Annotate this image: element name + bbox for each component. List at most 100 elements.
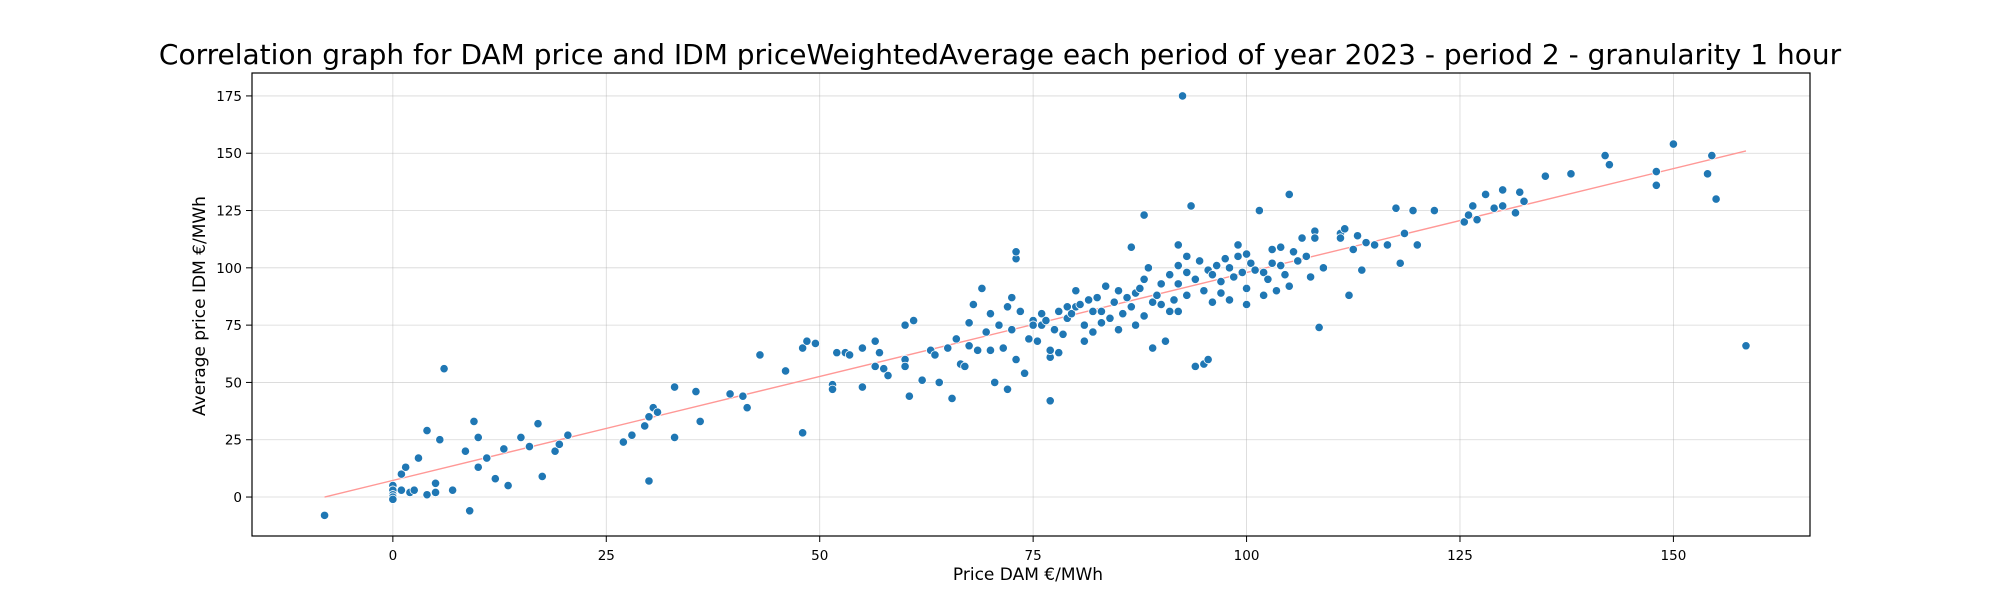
data-point — [900, 361, 910, 371]
data-point — [1668, 139, 1679, 149]
data-point — [879, 364, 889, 374]
data-point — [669, 432, 680, 443]
data-point — [1054, 306, 1064, 316]
data-point — [874, 348, 885, 358]
data-point — [1152, 290, 1162, 300]
data-point — [1233, 240, 1243, 250]
data-point — [1259, 267, 1269, 278]
data-point — [1408, 205, 1418, 216]
data-point — [1711, 194, 1721, 204]
data-point — [669, 382, 680, 392]
data-point — [1267, 244, 1277, 255]
data-point — [1472, 215, 1482, 225]
data-point — [1186, 201, 1196, 211]
data-point — [473, 432, 483, 443]
data-point — [1216, 288, 1226, 298]
data-point — [388, 494, 398, 504]
data-point — [1293, 256, 1303, 266]
data-point — [1028, 320, 1038, 330]
data-point — [1002, 384, 1013, 394]
data-point — [1540, 171, 1550, 181]
data-point — [1096, 318, 1107, 328]
data-point — [870, 336, 880, 346]
data-point — [960, 361, 970, 371]
data-point — [1156, 279, 1166, 289]
data-point — [1515, 187, 1525, 197]
y-axis-label: Average price IDM €/MWh — [190, 196, 210, 416]
data-point — [1113, 325, 1124, 335]
data-point — [1019, 368, 1030, 378]
data-point — [1254, 205, 1264, 216]
data-point — [780, 366, 791, 376]
data-point — [1037, 309, 1047, 319]
data-point — [1169, 295, 1179, 305]
x-tick-label: 125 — [1447, 548, 1473, 564]
data-point — [430, 487, 441, 498]
data-point — [1088, 327, 1098, 337]
data-point — [1263, 274, 1273, 284]
data-point — [964, 318, 974, 328]
data-point — [422, 425, 432, 436]
x-tick-label: 50 — [811, 548, 828, 564]
data-point — [904, 391, 914, 401]
data-point — [482, 453, 492, 463]
data-point — [516, 432, 526, 443]
data-point — [1519, 196, 1529, 206]
data-point — [695, 416, 705, 426]
data-point — [964, 341, 974, 351]
data-point — [1049, 325, 1060, 335]
data-point — [550, 446, 560, 456]
data-point — [1276, 260, 1286, 271]
data-point — [1267, 258, 1277, 268]
data-point — [1305, 272, 1316, 282]
x-tick-label: 100 — [1234, 548, 1260, 564]
y-tick-label: 100 — [216, 261, 242, 277]
data-point — [430, 478, 441, 488]
data-point — [1651, 180, 1661, 190]
data-point — [951, 334, 961, 344]
data-point — [755, 350, 765, 360]
data-point — [1066, 309, 1077, 319]
data-point — [640, 421, 650, 431]
data-point — [870, 361, 880, 371]
data-point — [1071, 286, 1081, 296]
data-point — [533, 419, 543, 429]
data-point — [1459, 217, 1469, 227]
data-point — [1233, 251, 1243, 261]
data-point — [1096, 306, 1107, 316]
data-point — [1707, 150, 1717, 161]
data-point — [802, 336, 812, 346]
x-axis-ticks: 0 25 50 75 100 125 150 — [389, 536, 1686, 564]
data-point — [1195, 256, 1205, 266]
data-point — [503, 480, 513, 491]
data-point — [1224, 263, 1235, 273]
data-point — [1604, 160, 1614, 170]
y-tick-label: 25 — [225, 433, 242, 449]
data-point — [1489, 203, 1499, 213]
data-point — [985, 345, 996, 355]
data-point — [422, 490, 432, 500]
data-point — [725, 389, 735, 399]
data-point — [1054, 348, 1064, 358]
data-point — [1297, 233, 1307, 243]
data-point — [1361, 238, 1371, 248]
data-point — [1007, 293, 1017, 303]
data-point — [644, 412, 654, 422]
data-point — [460, 446, 471, 456]
data-point — [1011, 247, 1021, 257]
plot-frame — [251, 72, 1811, 537]
data-point — [1348, 244, 1358, 255]
data-point — [1139, 274, 1149, 284]
data-point — [1109, 297, 1119, 307]
data-point — [1126, 242, 1136, 252]
data-point — [1357, 265, 1367, 275]
data-point — [499, 444, 509, 454]
data-point — [1092, 293, 1102, 303]
data-point — [1246, 258, 1256, 268]
data-point — [439, 364, 449, 374]
data-point — [1148, 343, 1158, 353]
data-point — [1105, 313, 1115, 323]
data-point — [1412, 240, 1422, 250]
data-point — [1130, 320, 1141, 330]
